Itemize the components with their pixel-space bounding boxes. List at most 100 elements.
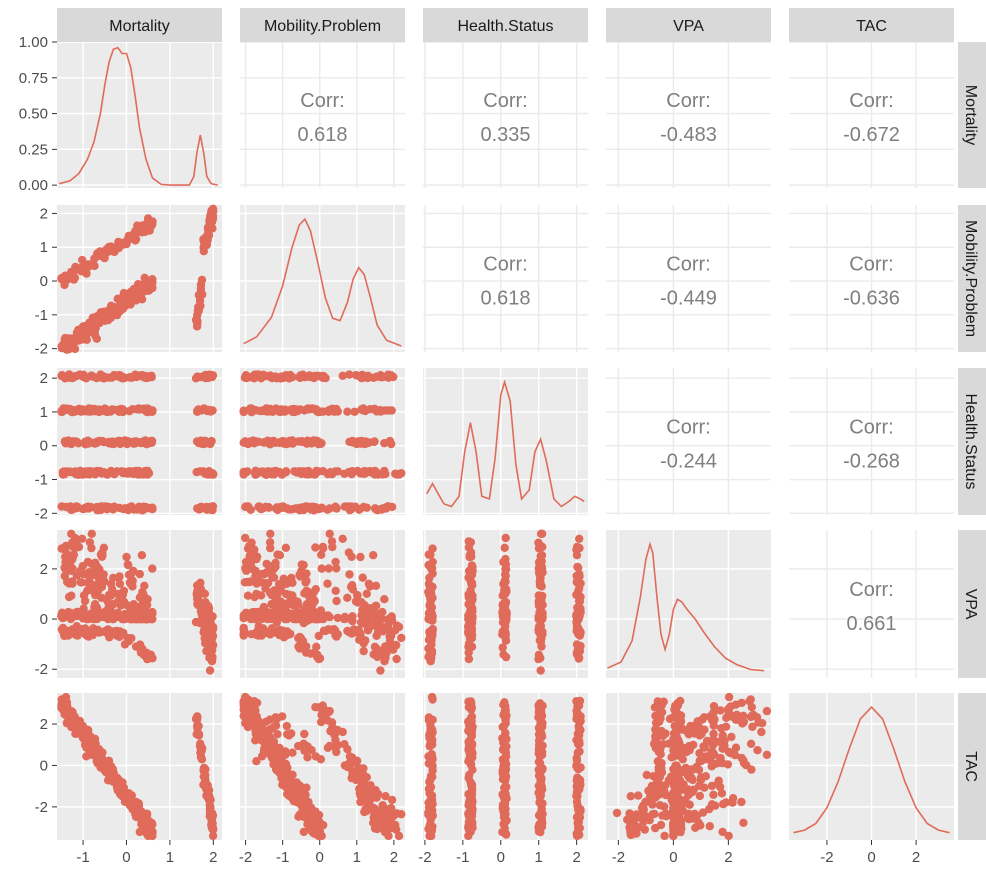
panel-Health.Status-Health.Status bbox=[423, 368, 588, 515]
scatter-point bbox=[68, 542, 78, 552]
scatter-point bbox=[500, 801, 509, 810]
scatter-point bbox=[332, 739, 341, 749]
scatter-point bbox=[69, 504, 79, 513]
scatter-point bbox=[537, 807, 546, 816]
scatter-point bbox=[70, 437, 80, 446]
scatter-point bbox=[311, 372, 320, 381]
scatter-point bbox=[684, 790, 693, 800]
scatter-point bbox=[655, 790, 664, 799]
scatter-point bbox=[500, 794, 509, 803]
y-tick-label: 1.00 bbox=[19, 34, 48, 51]
scatter-point bbox=[427, 692, 437, 702]
scatter-point bbox=[574, 654, 583, 663]
corr-value: -0.483 bbox=[660, 124, 717, 146]
x-tick-label: 0 bbox=[122, 849, 130, 866]
scatter-point bbox=[106, 466, 116, 476]
x-tick-label: -1 bbox=[276, 849, 289, 866]
y-tick-label: 0 bbox=[40, 611, 48, 628]
scatter-point bbox=[658, 811, 667, 820]
scatter-point bbox=[94, 750, 103, 759]
x-tick-label: -1 bbox=[456, 849, 469, 866]
scatter-point bbox=[125, 407, 134, 416]
scatter-point bbox=[572, 610, 581, 619]
scatter-point bbox=[676, 807, 686, 816]
scatter-point bbox=[257, 374, 266, 383]
scatter-point bbox=[242, 467, 251, 477]
scatter-point bbox=[746, 739, 756, 748]
scatter-point bbox=[387, 439, 396, 449]
scatter-point bbox=[318, 711, 328, 720]
scatter-point bbox=[60, 280, 69, 290]
x-tick-label: 2 bbox=[390, 849, 398, 866]
scatter-point bbox=[140, 581, 149, 590]
x-tick-label: 1 bbox=[166, 849, 174, 866]
scatter-point bbox=[425, 733, 434, 743]
scatter-point bbox=[318, 542, 328, 552]
panel-Mortality-Mortality bbox=[57, 41, 222, 188]
scatter-point bbox=[665, 714, 675, 724]
scatter-point bbox=[317, 550, 326, 559]
scatter-point bbox=[298, 807, 307, 816]
scatter-point bbox=[650, 809, 659, 819]
panel-background bbox=[423, 368, 588, 515]
scatter-point bbox=[344, 467, 354, 477]
corr-value: -0.449 bbox=[660, 288, 717, 310]
scatter-point bbox=[66, 717, 75, 726]
scatter-point bbox=[263, 469, 273, 478]
scatter-point bbox=[365, 438, 374, 447]
x-tick-label: -2 bbox=[612, 849, 625, 866]
panel-background bbox=[423, 205, 588, 352]
scatter-point bbox=[106, 301, 116, 310]
corr-label: Corr: bbox=[849, 417, 893, 439]
scatter-point bbox=[353, 437, 362, 446]
scatter-point bbox=[112, 437, 122, 446]
scatter-point bbox=[657, 726, 666, 736]
row-strip bbox=[958, 205, 986, 352]
scatter-point bbox=[108, 585, 117, 594]
scatter-point bbox=[654, 740, 663, 749]
scatter-point bbox=[371, 406, 380, 415]
scatter-point bbox=[695, 781, 704, 790]
scatter-point bbox=[131, 370, 140, 379]
scatter-point bbox=[126, 300, 135, 309]
scatter-point bbox=[193, 311, 202, 320]
scatter-point bbox=[82, 374, 91, 383]
scatter-point bbox=[427, 626, 436, 635]
scatter-point bbox=[82, 330, 91, 339]
scatter-point bbox=[383, 811, 393, 820]
scatter-point bbox=[252, 467, 261, 476]
scatter-point bbox=[626, 792, 635, 801]
scatter-point bbox=[314, 631, 323, 641]
scatter-point bbox=[575, 763, 584, 773]
scatter-point bbox=[701, 772, 710, 781]
scatter-point bbox=[325, 529, 334, 538]
scatter-point bbox=[500, 735, 509, 744]
scatter-point bbox=[133, 614, 142, 624]
scatter-point bbox=[709, 702, 719, 711]
scatter-point bbox=[343, 593, 352, 602]
scatter-point bbox=[669, 764, 678, 774]
scatter-point bbox=[241, 437, 250, 446]
scatter-point bbox=[66, 610, 75, 619]
scatter-point bbox=[501, 533, 510, 543]
scatter-point bbox=[338, 534, 347, 543]
density-curve bbox=[426, 379, 585, 508]
scatter-point bbox=[307, 609, 317, 618]
scatter-point bbox=[464, 790, 473, 799]
scatter-point bbox=[536, 653, 545, 663]
y-tick-label: 2 bbox=[40, 370, 48, 387]
scatter-point bbox=[383, 502, 393, 511]
scatter-point bbox=[61, 341, 71, 350]
scatter-point bbox=[649, 782, 658, 792]
scatter-point bbox=[280, 764, 290, 774]
corr-label: Corr: bbox=[849, 579, 893, 601]
corr-value: -0.636 bbox=[843, 288, 900, 310]
y-tick-label: 2 bbox=[40, 561, 48, 578]
scatter-point bbox=[392, 621, 402, 630]
scatter-point bbox=[193, 406, 202, 415]
scatter-point bbox=[205, 666, 215, 675]
scatter-point bbox=[343, 407, 352, 416]
scatter-point bbox=[245, 405, 254, 415]
scatter-point bbox=[361, 406, 370, 416]
scatter-point bbox=[355, 789, 364, 798]
